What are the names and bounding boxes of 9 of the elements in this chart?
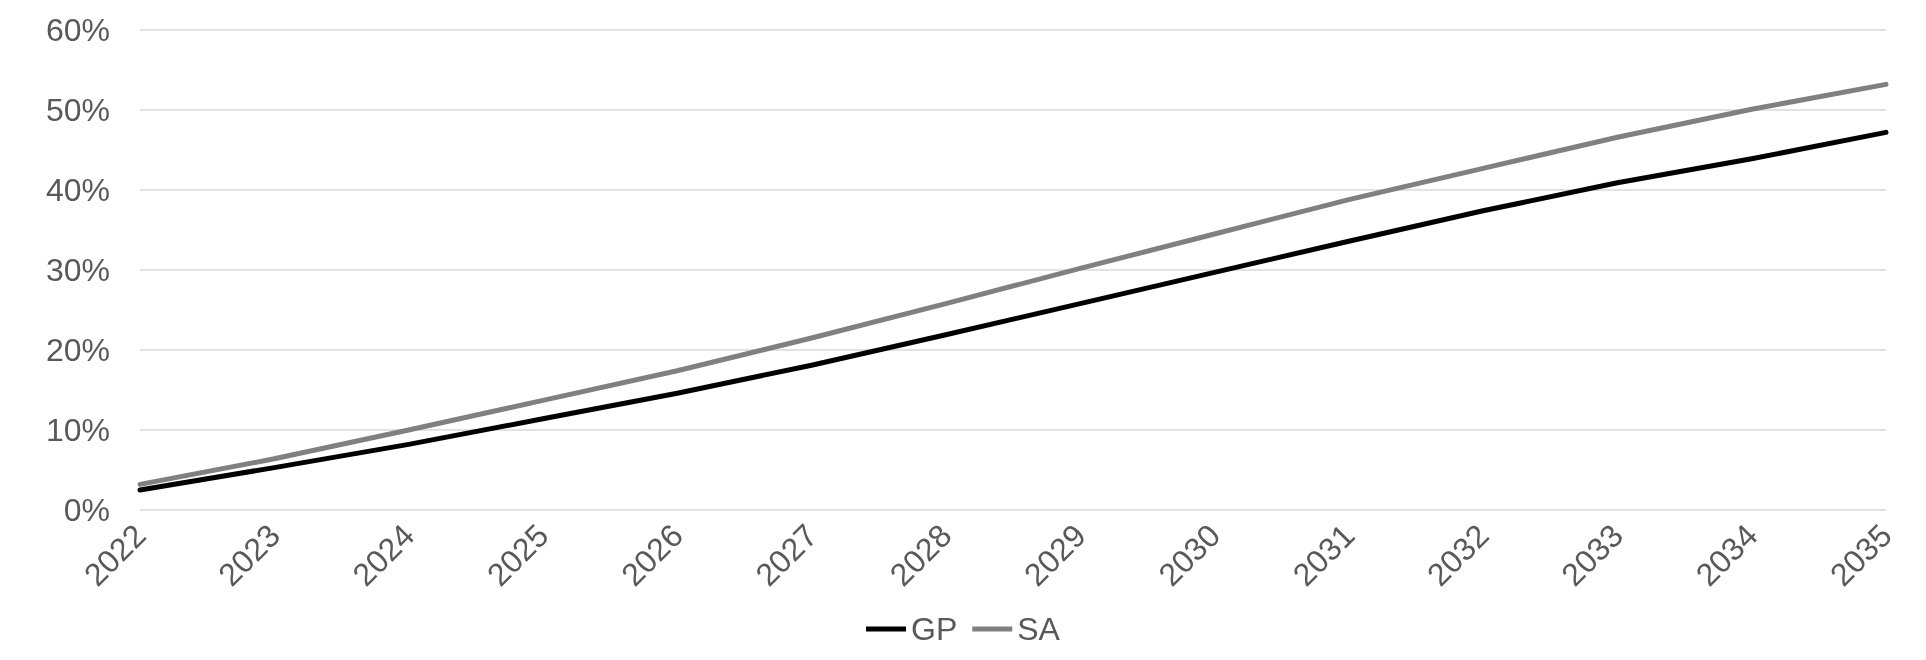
- y-tick-label: 60%: [45, 12, 110, 48]
- y-tick-label: 0%: [63, 492, 110, 528]
- y-tick-label: 10%: [45, 412, 110, 448]
- y-tick-label: 50%: [45, 92, 110, 128]
- y-tick-label: 20%: [45, 332, 110, 368]
- y-tick-label: 30%: [45, 252, 110, 288]
- y-tick-label: 40%: [45, 172, 110, 208]
- legend-label: SA: [1017, 611, 1061, 647]
- legend-label: GP: [911, 611, 958, 647]
